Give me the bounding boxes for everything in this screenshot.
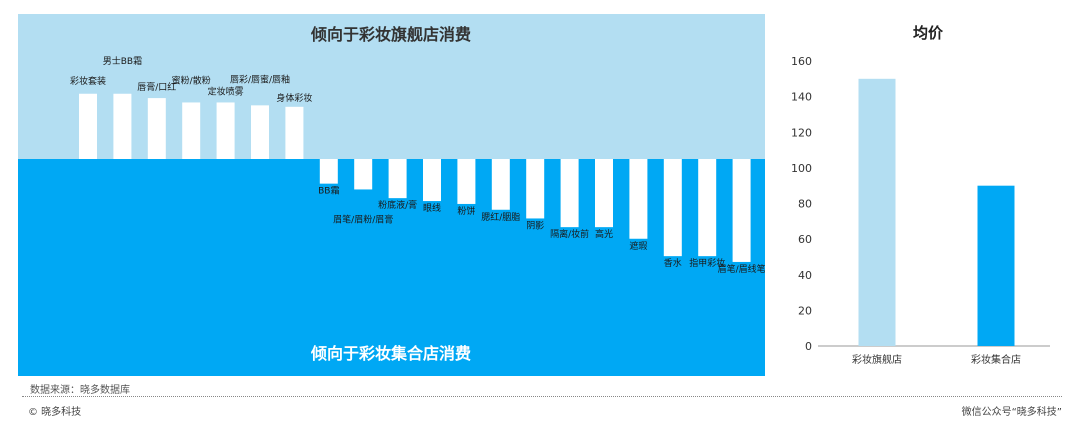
y-tick-label: 20 (798, 304, 812, 317)
bar-2 (113, 93, 132, 159)
y-tick-label: 60 (798, 233, 812, 246)
price-bar-1 (858, 78, 896, 346)
wechat-account-text: 微信公众号“晓多科技” (961, 407, 1062, 418)
bar-12 (457, 159, 476, 204)
bar-6 (251, 105, 269, 159)
price-bar-2 (977, 185, 1015, 346)
bar-19 (698, 159, 717, 257)
bar-label-12: 粉饼 (457, 205, 475, 217)
bar-20 (732, 159, 751, 262)
top-region-title: 倾向于彩妆旗舰店消费 (310, 25, 471, 44)
bar-1 (79, 93, 97, 159)
bar-label-16: 高光 (595, 228, 613, 240)
bar-label-6: 唇彩/唇蜜/唇釉 (230, 73, 290, 85)
y-tick-label: 100 (791, 162, 812, 175)
bar-18 (663, 159, 682, 257)
bar-16 (595, 159, 613, 228)
diverging-bar-chart: 倾向于彩妆旗舰店消费 倾向于彩妆集合店消费 彩妆套装 男士BB霜唇膏/口红蜜粉/散… (18, 14, 765, 376)
bar-3 (147, 98, 166, 159)
bar-label-5: 定妆喷雾 (208, 85, 244, 97)
bar-label-3: 唇膏/口红 (137, 81, 176, 93)
bar-label-17: 遮瑕 (629, 240, 647, 252)
bar-label-14: 阴影 (526, 220, 544, 231)
y-tick-label: 140 (791, 91, 812, 104)
bar-label-1: 彩妆套装 (70, 75, 106, 87)
bar-label-10: 粉底液/膏 (378, 199, 417, 211)
top-region-background (18, 14, 765, 159)
y-tick-label: 160 (791, 55, 812, 68)
y-tick-label: 120 (791, 126, 812, 139)
bar-label-4: 蜜粉/散粉 (172, 74, 211, 86)
bar-7 (285, 106, 304, 159)
bar-label-9: 眉笔/眉粉/眉膏 (333, 213, 393, 225)
bar-5 (216, 102, 235, 159)
footer-divider (22, 396, 1062, 397)
x-tick-label: 彩妆集合店 (971, 353, 1021, 366)
bottom-region-title: 倾向于彩妆集合店消费 (310, 344, 471, 363)
bar-label-20: 眉笔/眉线笔 (718, 263, 765, 275)
bar-10 (388, 159, 407, 199)
bar-label-11: 眼线 (423, 202, 441, 214)
copyright-text: © 晓多科技 (28, 407, 82, 418)
bar-8 (319, 159, 338, 184)
bar-label-15: 隔离/妆前 (550, 228, 589, 240)
y-tick-label: 40 (798, 269, 812, 282)
bar-14 (526, 159, 545, 219)
bar-4 (182, 102, 201, 159)
bar-11 (423, 159, 441, 202)
bar-label-19: 指甲彩妆 (689, 257, 725, 269)
bar-label-8: BB霜 (318, 186, 339, 197)
bar-label-13: 腮红/胭脂 (481, 211, 520, 223)
average-price-title: 均价 (913, 24, 944, 42)
bar-label-7: 身体彩妆 (276, 92, 312, 104)
bar-17 (629, 159, 648, 239)
y-tick-label: 80 (798, 198, 812, 211)
average-price-chart: 均价 0 20 40 60 80 100 120 140 160 彩妆旗舰店 彩妆集合店 (791, 24, 1050, 366)
x-tick-label: 彩妆旗舰店 (852, 353, 902, 366)
data-source-note: 数据来源：晓多数据库 (30, 385, 130, 396)
bar-label-2: 男士BB霜 (103, 55, 142, 67)
y-tick-label: 0 (805, 340, 812, 353)
bar-15 (560, 159, 579, 228)
bar-label-18: 香水 (664, 257, 682, 269)
bar-13 (491, 159, 510, 210)
bar-9 (354, 159, 373, 190)
